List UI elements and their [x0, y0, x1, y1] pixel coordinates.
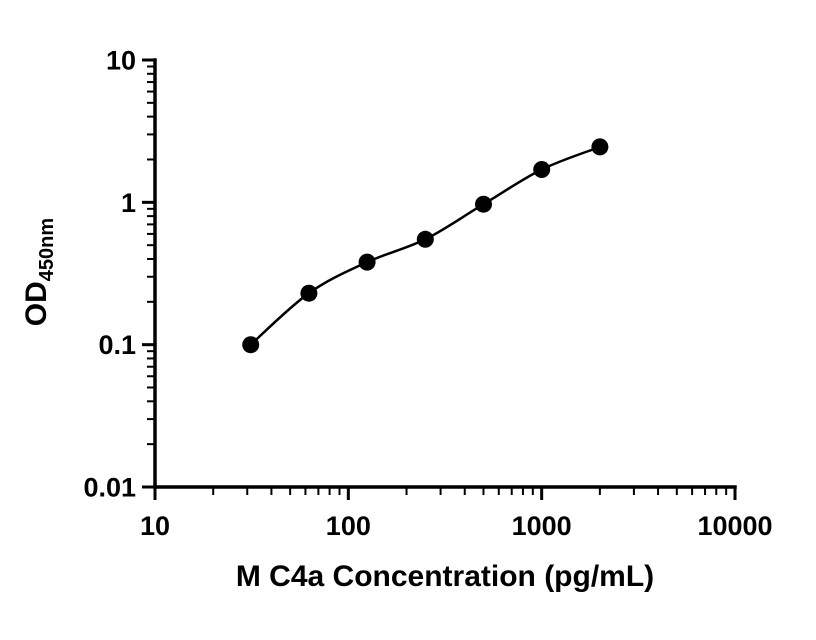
y-axis-tick-label: 0.01: [83, 472, 136, 502]
data-point: [475, 195, 492, 213]
data-point: [242, 336, 260, 354]
data-point: [533, 161, 551, 178]
y-axis-tick-label: 1: [121, 188, 136, 218]
y-axis-tick-label: 0.1: [98, 330, 136, 360]
data-point: [591, 138, 609, 156]
data-point: [358, 253, 376, 271]
y-axis-title-subscript: 450nm: [36, 218, 58, 281]
x-axis-tick-label: 1000: [512, 511, 572, 541]
x-axis-tick-label: 10: [140, 511, 170, 541]
x-axis-title: M C4a Concentration (pg/mL): [236, 560, 654, 593]
data-point: [300, 284, 318, 302]
plot-layer: 10 100 1000 10000 0.01 0.1 1 10: [83, 45, 772, 541]
y-axis-tick-label: 10: [106, 45, 136, 75]
data-point: [416, 230, 434, 248]
y-axis-title: OD450nm: [20, 218, 58, 326]
y-axis-title-main: OD: [20, 281, 53, 326]
x-axis-tick-label: 100: [326, 511, 371, 541]
x-axis-tick-label: 10000: [697, 511, 772, 541]
